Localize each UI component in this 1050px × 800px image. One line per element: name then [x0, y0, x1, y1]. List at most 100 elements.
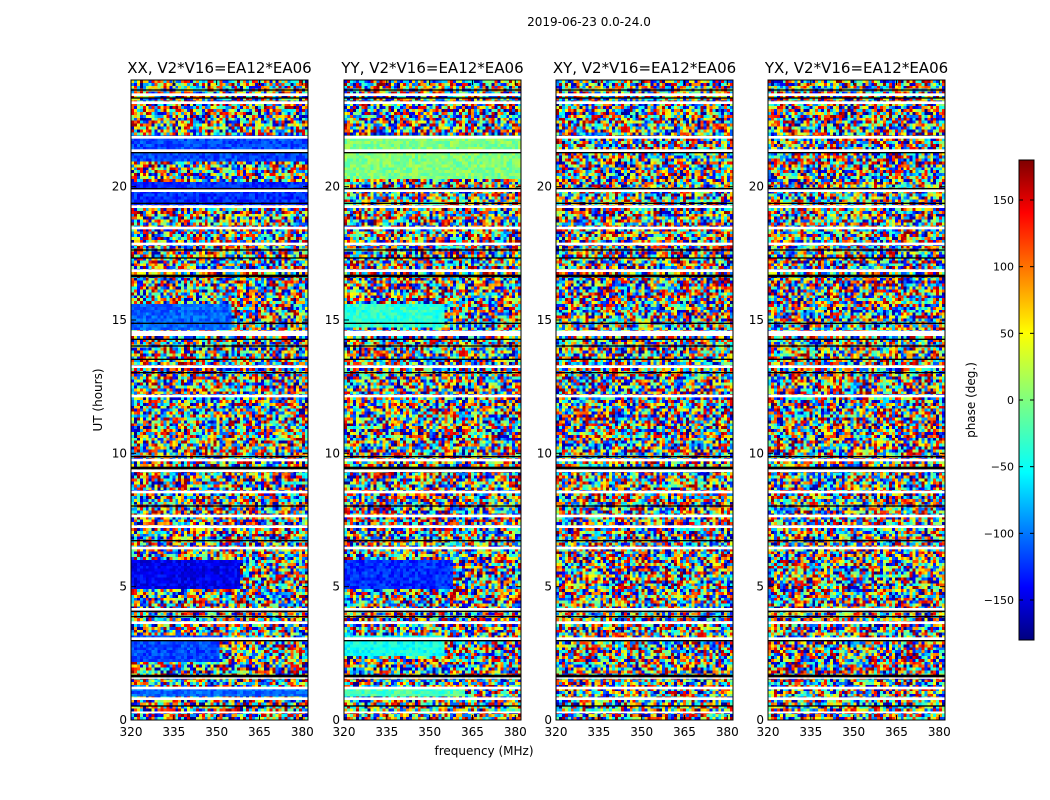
panel-xx: XX, V2*V16=EA12*EA06 320 335 350 365 380 0 5 10 1…	[112, 59, 314, 739]
flagged-line	[768, 97, 945, 99]
flagged-line	[131, 89, 308, 91]
flagged-gap	[768, 458, 945, 462]
flagged-gap	[768, 394, 945, 398]
panel-frame	[130, 79, 309, 721]
flagged-gap	[768, 365, 945, 368]
flagged-gap	[556, 189, 733, 192]
flagged-line	[768, 249, 945, 251]
flagged-line	[131, 249, 308, 251]
x-tick-label: 350	[205, 725, 228, 739]
flagged-gap	[131, 697, 308, 700]
x-tick-label: 335	[587, 725, 610, 739]
flagged-gap	[344, 365, 521, 368]
flagged-gap	[131, 93, 308, 96]
flagged-gap	[131, 226, 308, 230]
flagged-gap	[556, 330, 733, 336]
panel-frame	[767, 79, 946, 721]
flagged-gap	[131, 136, 308, 139]
colorbar-tick-label: −50	[991, 461, 1014, 474]
flagged-line	[556, 610, 733, 612]
x-tick-label: 380	[716, 725, 739, 739]
flagged-line	[131, 610, 308, 612]
y-tick-label: 15	[749, 313, 764, 327]
x-tick-label: 380	[504, 725, 527, 739]
flagged-gap	[556, 621, 733, 624]
x-tick-label: 350	[630, 725, 653, 739]
flagged-line	[768, 152, 945, 154]
flagged-gap	[768, 677, 945, 679]
flagged-line	[556, 188, 733, 190]
flagged-gap	[344, 205, 521, 208]
y-tick-label: 20	[537, 180, 552, 194]
flagged-line	[131, 257, 308, 259]
y-tick-label: 5	[332, 580, 340, 594]
x-tick-label: 320	[120, 725, 143, 739]
flagged-gap	[131, 330, 308, 336]
flagged-gap	[131, 394, 308, 398]
flagged-gap	[344, 637, 521, 640]
flagged-gap	[131, 546, 308, 550]
flagged-line	[344, 249, 521, 251]
flagged-line	[768, 372, 945, 374]
flagged-gap	[131, 458, 308, 462]
x-tick-label: 380	[928, 725, 951, 739]
flagged-gap	[768, 205, 945, 208]
flagged-line	[556, 540, 733, 542]
flagged-gap	[768, 711, 945, 714]
flagged-line	[344, 188, 521, 190]
flagged-gap	[344, 711, 521, 714]
flagged-gap	[556, 546, 733, 550]
flagged-line	[344, 202, 521, 204]
flagged-line	[768, 188, 945, 190]
panel-title: XY, V2*V16=EA12*EA06	[553, 59, 736, 77]
flagged-line	[768, 257, 945, 259]
y-tick-label: 20	[749, 180, 764, 194]
flagged-line	[131, 322, 308, 324]
flagged-gap	[131, 205, 308, 208]
flagged-line	[344, 338, 521, 340]
flagged-line	[768, 610, 945, 612]
flagged-gap	[344, 608, 521, 611]
flagged-line	[131, 152, 308, 154]
flagged-gap	[556, 226, 733, 230]
phase-heatmap-image	[556, 80, 733, 720]
colorbar-ticks: −150 −100 −50 0 50 100 150	[984, 194, 1034, 607]
flagged-line	[768, 338, 945, 340]
flagged-gap	[131, 711, 308, 714]
flagged-line	[768, 322, 945, 324]
flagged-gap	[768, 149, 945, 152]
flagged-line	[556, 338, 733, 340]
flagged-line	[131, 616, 308, 618]
flagged-line	[556, 97, 733, 99]
flagged-gap	[344, 458, 521, 462]
flagged-line	[768, 358, 945, 360]
flagged-gap	[556, 608, 733, 611]
flagged-gap	[344, 101, 521, 104]
flagged-gap	[768, 490, 945, 494]
flagged-line	[344, 152, 521, 154]
flagged-line	[556, 89, 733, 91]
flagged-gap	[344, 621, 521, 624]
colorbar-label: phase (deg.)	[964, 362, 978, 438]
flagged-line	[768, 705, 945, 707]
colorbar-tick-label: 100	[993, 261, 1014, 274]
flagged-gap	[768, 330, 945, 336]
y-tick-label: 15	[537, 313, 552, 327]
figure-suptitle: 2019-06-23 0.0-24.0	[527, 15, 651, 29]
flagged-gap	[556, 242, 733, 246]
colorbar-tick-label: 50	[1000, 327, 1014, 340]
flagged-line	[344, 372, 521, 374]
flagged-line	[556, 249, 733, 251]
flagged-line	[131, 188, 308, 190]
flagged-gap	[556, 697, 733, 700]
flagged-line	[131, 338, 308, 340]
flagged-line	[768, 466, 945, 470]
flagged-gap	[768, 621, 945, 624]
flagged-gap	[344, 242, 521, 246]
colorbar-tick-label: −150	[984, 594, 1014, 607]
flagged-gap	[131, 677, 308, 679]
y-tick-label: 5	[756, 580, 764, 594]
phase-heatmap-image	[344, 80, 521, 720]
flagged-gap	[344, 149, 521, 152]
flagged-line	[556, 274, 733, 278]
